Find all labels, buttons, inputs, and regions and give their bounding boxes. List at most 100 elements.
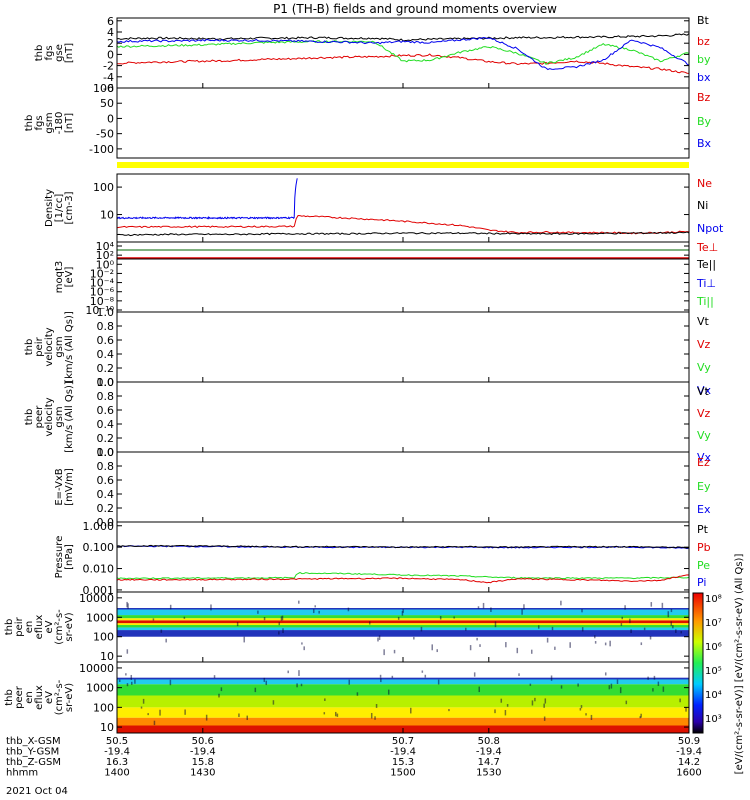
x-tick-label: 1600 — [676, 768, 701, 779]
y-axis-label-line: gse — [54, 44, 65, 62]
series-pt-line — [116, 544, 690, 549]
spectrogram-noise — [131, 681, 133, 685]
spectrogram-noise — [263, 677, 266, 682]
spectrogram-noise — [125, 673, 127, 676]
panel-peir_velocity: 1.00.80.60.40.20.0thbpeirvelocitygsm[km/… — [24, 306, 712, 397]
spectrogram-noise — [126, 601, 128, 608]
spectrogram-noise — [298, 600, 300, 604]
y-axis-label: thbfgsgse[nT] — [34, 43, 75, 63]
spectrogram-noise — [544, 698, 547, 704]
spectrogram-noise — [579, 708, 582, 711]
spectrogram-noise — [523, 604, 525, 610]
x-tick-label: 1530 — [476, 768, 501, 779]
spectrogram-band — [117, 627, 689, 631]
y-axis-label-line: peir — [14, 616, 25, 636]
y-tick-label: 1.000 — [83, 520, 115, 533]
spectrogram-noise — [401, 611, 404, 616]
spectrogram-noise — [577, 683, 579, 687]
y-axis-label-line: thb — [4, 689, 15, 706]
y-tick-label: -4 — [103, 71, 114, 84]
spectrogram-noise — [465, 627, 467, 631]
y-tick-label: 1000 — [86, 682, 114, 695]
y-tick-label: 0.100 — [83, 541, 115, 554]
legend-ti||: Ti|| — [696, 295, 714, 308]
panel-fgs_gsm: 100 50 0 -50 -100 thbfgsgsm-180[nT] Bz By Bx — [24, 82, 712, 159]
y-axis-label-line: Density — [44, 189, 55, 227]
y-tick-label: 2 — [107, 37, 114, 50]
spectrogram-noise — [368, 621, 371, 625]
spectrogram-noise — [243, 636, 245, 643]
spectrogram-noise — [421, 670, 424, 673]
y-tick-label: 0.2 — [97, 362, 115, 375]
spectrogram-noise — [530, 649, 533, 654]
y-tick-label: 10 — [100, 209, 114, 222]
y-axis-label-line: [nT] — [64, 43, 75, 63]
spectrogram-noise — [413, 636, 415, 640]
panel-peer_velocity: 1.00.80.60.40.20.0thbpeervelocitygsm[km/… — [24, 376, 712, 464]
spectrogram-noise — [554, 646, 556, 650]
spectrogram-noise — [551, 626, 554, 631]
legend-by: by — [697, 53, 711, 66]
y-tick-label: 10 — [100, 650, 114, 663]
spectrogram-noise — [387, 689, 390, 695]
y-axis-label-line: (cm²-s- — [54, 679, 65, 715]
spectrogram-noise — [126, 683, 129, 687]
x-tick-label: -19.4 — [390, 747, 416, 758]
spectrogram-noise — [420, 626, 423, 632]
y-tick-label: 10⁻² — [90, 267, 114, 280]
y-axis-label-line: en — [24, 691, 35, 704]
y-axis-label-line: moqt3 — [54, 261, 65, 294]
spectrogram-noise — [469, 645, 472, 651]
y-axis-label-line: -180 — [54, 112, 65, 135]
chart-title: P1 (TH-B) fields and ground moments over… — [273, 2, 557, 16]
y-axis-label-line: peir — [34, 336, 45, 356]
spectrogram-noise — [518, 673, 520, 676]
spectrogram-noise — [377, 637, 379, 642]
spectrogram-noise — [318, 610, 320, 614]
spectrogram-noise — [183, 616, 186, 619]
spectrogram-noise — [127, 603, 129, 609]
y-tick-label: 0.4 — [97, 418, 115, 431]
y-axis-label-line: eflux — [34, 615, 45, 640]
spectrogram-noise — [580, 705, 583, 709]
y-axis-label-line: thb — [4, 619, 15, 636]
y-tick-label: 0.6 — [97, 474, 115, 487]
series-ni-line — [116, 231, 690, 237]
spectrogram-noise — [126, 649, 129, 654]
y-tick-label: 0.2 — [97, 432, 115, 445]
y-axis-label-line: fgs — [34, 115, 45, 130]
spectrogram-noise — [169, 604, 172, 610]
spectrogram-noise — [616, 679, 619, 684]
spectrogram-noise — [280, 616, 283, 621]
legend-te||: Te|| — [696, 258, 716, 271]
spectrogram-noise — [410, 707, 412, 714]
spectrogram-noise — [662, 686, 665, 692]
y-tick-label: 1.0 — [97, 446, 115, 459]
y-axis-label-line: [mV/m] — [64, 468, 75, 506]
x-row-label: thb_Y-GSM — [6, 747, 59, 758]
spectrogram-noise — [375, 703, 378, 708]
spectrogram-band — [117, 623, 689, 626]
legend-ez: Ez — [697, 456, 710, 469]
spectrogram-noise — [670, 621, 673, 626]
spectrogram-noise — [661, 602, 664, 608]
spectrogram-noise — [272, 700, 275, 705]
legend-bz: bz — [697, 35, 710, 48]
y-tick-label: 10⁰ — [96, 258, 115, 271]
panel-frame — [116, 521, 690, 593]
y-axis-label: thbpeirenefluxeV(cm²-s-sr-eV) — [4, 609, 75, 645]
colorbar-tick: 10⁵ — [705, 666, 722, 677]
spectrogram-noise — [625, 700, 628, 705]
spectrogram-noise — [140, 706, 143, 709]
spectrogram-noise — [494, 709, 496, 714]
spectrogram-band — [117, 707, 689, 718]
x-tick-label: -19.4 — [190, 747, 216, 758]
legend-vy: Vy — [697, 429, 711, 442]
legend-ne: Ne — [697, 177, 712, 190]
spectrogram-noise — [213, 675, 216, 679]
panel-peer_spectrogram: 10000 1000 100 10 thbpeerenefluxeV(cm²-s-sr-… — [4, 661, 690, 734]
y-tick-label: 10⁻¹⁰ — [85, 304, 114, 317]
legend-ni: Ni — [697, 199, 708, 212]
x-tick-label: 50.7 — [392, 736, 414, 747]
y-tick-label: 0.2 — [97, 502, 115, 515]
